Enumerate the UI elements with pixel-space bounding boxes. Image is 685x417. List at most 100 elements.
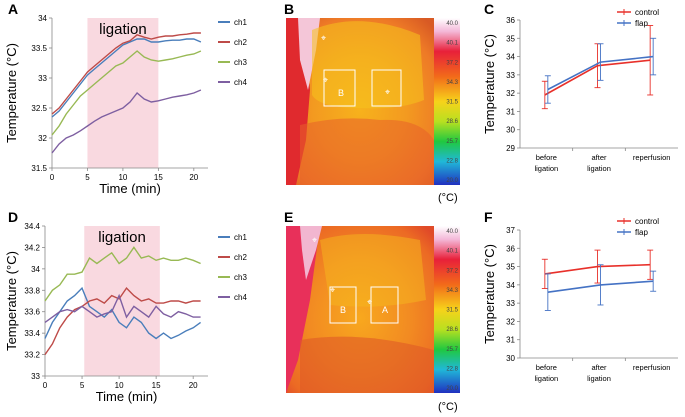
x-axis-title: Time (min)	[96, 389, 158, 404]
category-label: ligation	[534, 374, 558, 383]
roi-label-left: B	[338, 88, 344, 98]
crosshair-marker: ⌖	[367, 297, 372, 307]
category-label: after	[591, 363, 607, 372]
scale-label: 25.7	[446, 347, 458, 353]
y-tick-label: 29	[506, 144, 515, 153]
scale-label: 31.5	[446, 100, 458, 106]
y-tick-label: 33.5	[31, 44, 47, 53]
x-axis-title: Time (min)	[99, 181, 161, 196]
chart-c: 29 30 31 32 33 34 35 36 before ligation after ligat…	[482, 8, 678, 173]
thermal-image-b: B ⌖ ⌖ ⌖ 40.0 40.1 37.2 34.3 31.5 28.6 25.7 22.8…	[286, 18, 460, 204]
color-scale-labels: 40.0 40.1 37.2 34.3 31.5 28.6 25.7 22.8 20.0	[446, 21, 458, 184]
crosshair-marker: ⌖	[385, 87, 390, 97]
y-tick-label: 34	[506, 281, 515, 290]
y-tick-label: 32	[506, 89, 515, 98]
series-line-ch2	[51, 32, 201, 115]
y-tick-label: 33.4	[24, 329, 40, 338]
thermal-warm-region	[320, 234, 426, 307]
roi-box-right	[370, 286, 399, 324]
series-line-ch1	[44, 286, 202, 340]
roi-label-left: B	[340, 305, 346, 315]
scale-label: 40.0	[446, 21, 458, 27]
x-tick-label: 0	[50, 173, 55, 182]
thermal-unit: (°C)	[438, 401, 458, 413]
panel-letter-f: F	[484, 209, 493, 225]
legend-label-control: control	[635, 217, 659, 226]
category-label: reperfusion	[633, 153, 671, 162]
color-scale-labels: 40.0 40.1 37.2 34.3 31.5 28.6 25.7 22.8 20.0	[446, 229, 458, 392]
y-tick-label: 31.5	[31, 164, 47, 173]
thermal-cool-region	[300, 336, 434, 393]
scale-label: 22.8	[446, 366, 458, 372]
y-tick-label: 30	[506, 126, 515, 135]
y-tick-label: 34	[38, 14, 47, 23]
legend-label-ch4: ch4	[234, 78, 247, 87]
scale-label: 28.6	[446, 327, 458, 333]
y-tick-label: 35	[506, 263, 515, 272]
chart-d: ligation 33 33.2 33.4 33.6 33.8 34 34.2 34.4 0 5 10…	[4, 222, 247, 404]
legend-label-ch3: ch3	[234, 273, 247, 282]
y-axis-title: Temperature (°C)	[4, 43, 19, 143]
series-line-flap	[547, 55, 654, 91]
series-line-control	[544, 59, 651, 96]
ligation-label: ligation	[98, 229, 146, 246]
x-tick-label: 5	[85, 173, 90, 182]
x-tick-label: 20	[189, 173, 198, 182]
crosshair-marker: ⌖	[323, 75, 328, 85]
scale-label: 34.3	[446, 80, 458, 86]
y-tick-label: 34.2	[24, 243, 40, 252]
scale-label: 20.0	[446, 178, 458, 184]
series-line-ch4	[44, 293, 201, 323]
y-axis-title: Temperature (°C)	[4, 251, 19, 351]
scale-label: 37.2	[446, 60, 458, 66]
x-tick-label: 0	[43, 381, 48, 390]
y-tick-label: 33.6	[24, 308, 40, 317]
y-tick-label: 37	[506, 226, 515, 235]
y-tick-label: 34	[31, 265, 40, 274]
series-line-ch2	[44, 287, 201, 355]
scale-label: 31.5	[446, 308, 458, 314]
panel-letter-b: B	[284, 1, 294, 17]
scale-label: 37.2	[446, 268, 458, 274]
y-tick-label: 33.2	[24, 351, 40, 360]
crosshair-marker: ⌖	[312, 235, 317, 245]
scale-label: 40.1	[446, 249, 458, 255]
thermal-unit: (°C)	[438, 192, 458, 204]
roi-box-left	[329, 286, 357, 324]
series-line-ch3	[51, 50, 202, 136]
series-line-ch4	[51, 89, 202, 154]
y-tick-label: 31	[506, 336, 515, 345]
color-scale-bar	[434, 226, 460, 393]
thermal-warm-region	[312, 21, 424, 109]
scale-label: 34.3	[446, 288, 458, 294]
y-tick-label: 32	[38, 134, 47, 143]
legend-label-ch1: ch1	[234, 18, 247, 27]
x-tick-label: 15	[152, 381, 161, 390]
crosshair-marker: ⌖	[330, 285, 335, 295]
roi-box-right	[371, 69, 402, 107]
color-scale-bar	[434, 18, 460, 185]
chart-a: ligation 31.5 32 32.5 33 33.5 34 0 5 10 15 20 Time (…	[4, 14, 247, 196]
x-tick-label: 10	[118, 173, 127, 182]
legend-label-ch3: ch3	[234, 58, 247, 67]
legend-label-ch1: ch1	[234, 233, 247, 242]
legend-label-ch2: ch2	[234, 38, 247, 47]
y-tick-label: 33	[38, 74, 47, 83]
crosshair-marker: ⌖	[321, 33, 326, 43]
x-tick-label: 20	[189, 381, 198, 390]
scale-label: 22.8	[446, 158, 458, 164]
y-tick-label: 36	[506, 244, 515, 253]
y-tick-label: 31	[506, 107, 515, 116]
legend-label-ch4: ch4	[234, 293, 247, 302]
panel-letter-c: C	[484, 1, 494, 17]
category-label: before	[536, 153, 557, 162]
series-line-control	[544, 263, 651, 275]
scale-label: 28.6	[446, 119, 458, 125]
x-tick-label: 15	[154, 173, 163, 182]
y-tick-label: 30	[506, 354, 515, 363]
roi-label-right: A	[382, 305, 388, 315]
scale-label: 40.1	[446, 41, 458, 47]
thermal-image-e: B A ⌖ ⌖ ⌖ 40.0 40.1 37.2 34.3 31.5 28.6 25.7 22…	[286, 226, 460, 413]
category-label: ligation	[587, 374, 611, 383]
